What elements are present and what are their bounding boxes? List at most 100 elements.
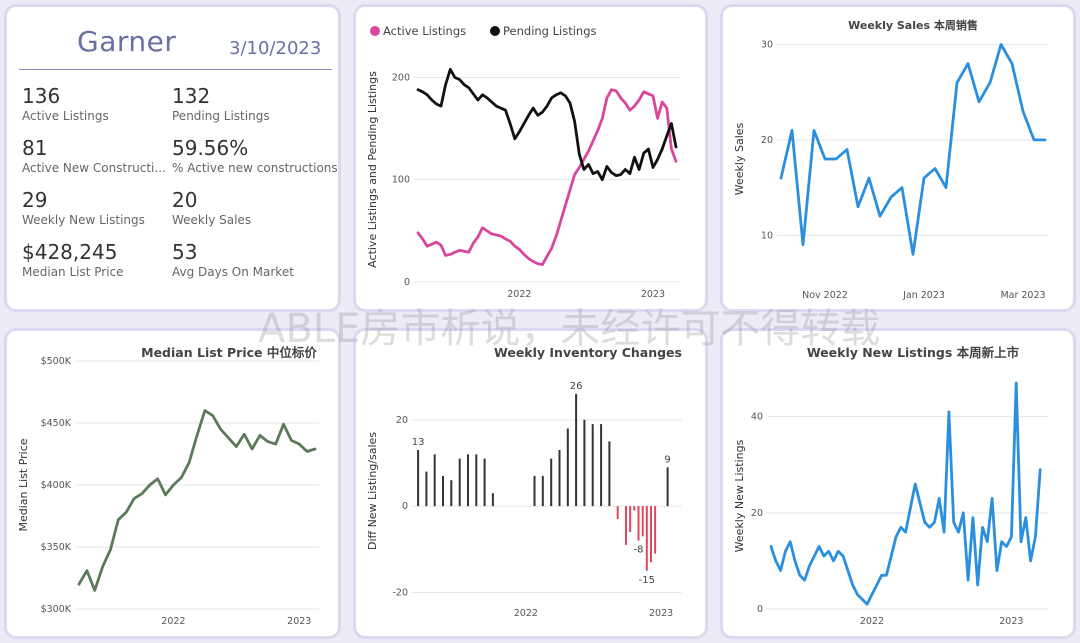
- x-tick-label: Jan 2023: [902, 290, 945, 301]
- series-line-main: [779, 43, 1047, 256]
- bar: [533, 475, 536, 507]
- x-tick-label: 2022: [507, 289, 531, 300]
- kpi-value: 29: [22, 188, 48, 212]
- kpi-value: 20: [172, 188, 198, 212]
- series-line-main: [77, 409, 317, 592]
- report-date: 3/10/2023: [229, 38, 322, 59]
- bar: [433, 454, 436, 507]
- y-tick-label: 200: [392, 72, 410, 83]
- x-tick-label: 2023: [641, 289, 665, 300]
- bar: [575, 393, 578, 507]
- chart-title: Weekly Inventory Changes: [494, 345, 682, 360]
- data-label: -8: [633, 545, 643, 556]
- city-title: Garner: [77, 25, 177, 58]
- y-tick-label: $500K: [41, 356, 72, 367]
- kpi-weekly-new-listings: 29 Weekly New Listings: [22, 188, 145, 227]
- x-tick-label: 2022: [514, 608, 538, 619]
- bar: [629, 506, 632, 532]
- chart-title: Weekly Sales 本周销售: [848, 18, 978, 32]
- bar: [550, 458, 553, 507]
- x-tick-label: 2023: [287, 616, 311, 627]
- kpi-weekly-sales: 20 Weekly Sales: [172, 188, 251, 227]
- x-tick-label: 2023: [999, 616, 1023, 627]
- y-tick-label: $450K: [41, 418, 72, 429]
- x-tick-label: Mar 2023: [1000, 290, 1045, 301]
- kpi-label: Weekly New Listings: [22, 213, 145, 227]
- bar: [483, 458, 486, 507]
- weekly-sales-chart-card: 10 20 30 Nov 2022 Jan 2023 Mar 2023 Weekly Sal…: [720, 4, 1076, 312]
- y-axis-label: Weekly Sales: [733, 122, 746, 195]
- title-divider: [19, 69, 332, 70]
- kpi-label: Median List Price: [22, 265, 124, 279]
- kpi-pct-new-construction: 59.56% % Active new constructions: [172, 136, 338, 175]
- y-tick-label: -20: [392, 587, 408, 598]
- median-price-chart-card: $300K $350K $400K $450K $500K 2022 2023 Median …: [4, 328, 341, 639]
- bar: [425, 471, 428, 507]
- kpi-label: Weekly Sales: [172, 213, 252, 227]
- bar: [600, 424, 603, 507]
- y-tick-label: 30: [761, 40, 773, 51]
- y-tick-label: 100: [392, 175, 410, 186]
- kpi-value: 53: [172, 240, 198, 264]
- bar: [591, 424, 594, 507]
- bar: [583, 419, 586, 507]
- y-axis-label: Diff New Listing/sales: [366, 432, 379, 550]
- kpi-label: Active New Constructi...: [22, 161, 166, 175]
- bar: [566, 428, 569, 507]
- median-price-chart: $300K $350K $400K $450K $500K 2022 2023 Median …: [17, 345, 319, 627]
- listings-chart: 0 100 200 2022 2023 Active Listings and Pendi…: [366, 24, 680, 300]
- kpi-value: 81: [22, 136, 48, 160]
- inventory-chart-card: -20 0 20 2022 2023 Diff New Listing/sales Week…: [353, 328, 708, 639]
- bar: [442, 475, 444, 507]
- bar: [458, 458, 461, 507]
- x-tick-label: Nov 2022: [802, 290, 848, 301]
- y-tick-label: 0: [402, 501, 408, 512]
- y-axis-label: Weekly New Listings: [733, 439, 746, 552]
- chart-title: Weekly New Listings 本周新上市: [807, 345, 1020, 360]
- bar: [654, 506, 657, 554]
- bar: [608, 441, 611, 507]
- legend-label: Active Listings: [383, 24, 466, 38]
- kpi-value: $428,245: [22, 240, 118, 264]
- series-line-active-listings: [416, 88, 678, 267]
- y-axis-label: Median List Price: [17, 438, 30, 531]
- kpi-value: 132: [172, 84, 211, 108]
- chart-title: Median List Price 中位标价: [141, 345, 317, 360]
- x-tick-label: 2022: [161, 616, 185, 627]
- bar: [666, 467, 669, 507]
- kpi-active-listings: 136 Active Listings: [22, 84, 109, 123]
- bar: [616, 506, 619, 519]
- y-tick-label: 10: [761, 230, 773, 241]
- bar: [625, 506, 627, 545]
- y-axis-label: Active Listings and Pending Listings: [366, 71, 379, 268]
- kpi-median-list-price: $428,245 Median List Price: [22, 240, 124, 279]
- inventory-chart: -20 0 20 2022 2023 Diff New Listing/sales Week…: [366, 345, 682, 619]
- y-tick-label: 0: [404, 277, 410, 288]
- data-label: -15: [639, 575, 655, 586]
- y-tick-label: 20: [396, 415, 408, 426]
- bar: [558, 450, 561, 507]
- bar: [645, 506, 648, 571]
- data-label: 9: [664, 454, 670, 465]
- kpi-avg-days-on-market: 53 Avg Days On Market: [172, 240, 294, 279]
- bar: [633, 506, 636, 511]
- bar: [475, 454, 478, 507]
- y-tick-label: $350K: [41, 542, 72, 553]
- y-tick-label: $300K: [41, 604, 72, 615]
- y-tick-label: 40: [751, 412, 763, 423]
- kpi-label: Avg Days On Market: [172, 265, 294, 279]
- kpi-value: 136: [22, 84, 61, 108]
- bar: [491, 493, 494, 507]
- series-line-pending-listings: [416, 67, 678, 182]
- legend-marker: [370, 26, 380, 36]
- y-tick-label: 0: [757, 604, 763, 615]
- y-tick-label: $400K: [41, 480, 72, 491]
- series-line-main: [769, 381, 1042, 606]
- listings-chart-card: 0 100 200 2022 2023 Active Listings and Pendi…: [353, 4, 708, 312]
- bar: [450, 480, 453, 507]
- bar: [467, 454, 469, 507]
- kpi-label: Active Listings: [22, 109, 109, 123]
- new-listings-chart: 0 20 40 2022 2023 Weekly New Listings Weekly N…: [733, 345, 1049, 627]
- y-tick-label: 20: [761, 135, 773, 146]
- data-label: 13: [412, 437, 425, 448]
